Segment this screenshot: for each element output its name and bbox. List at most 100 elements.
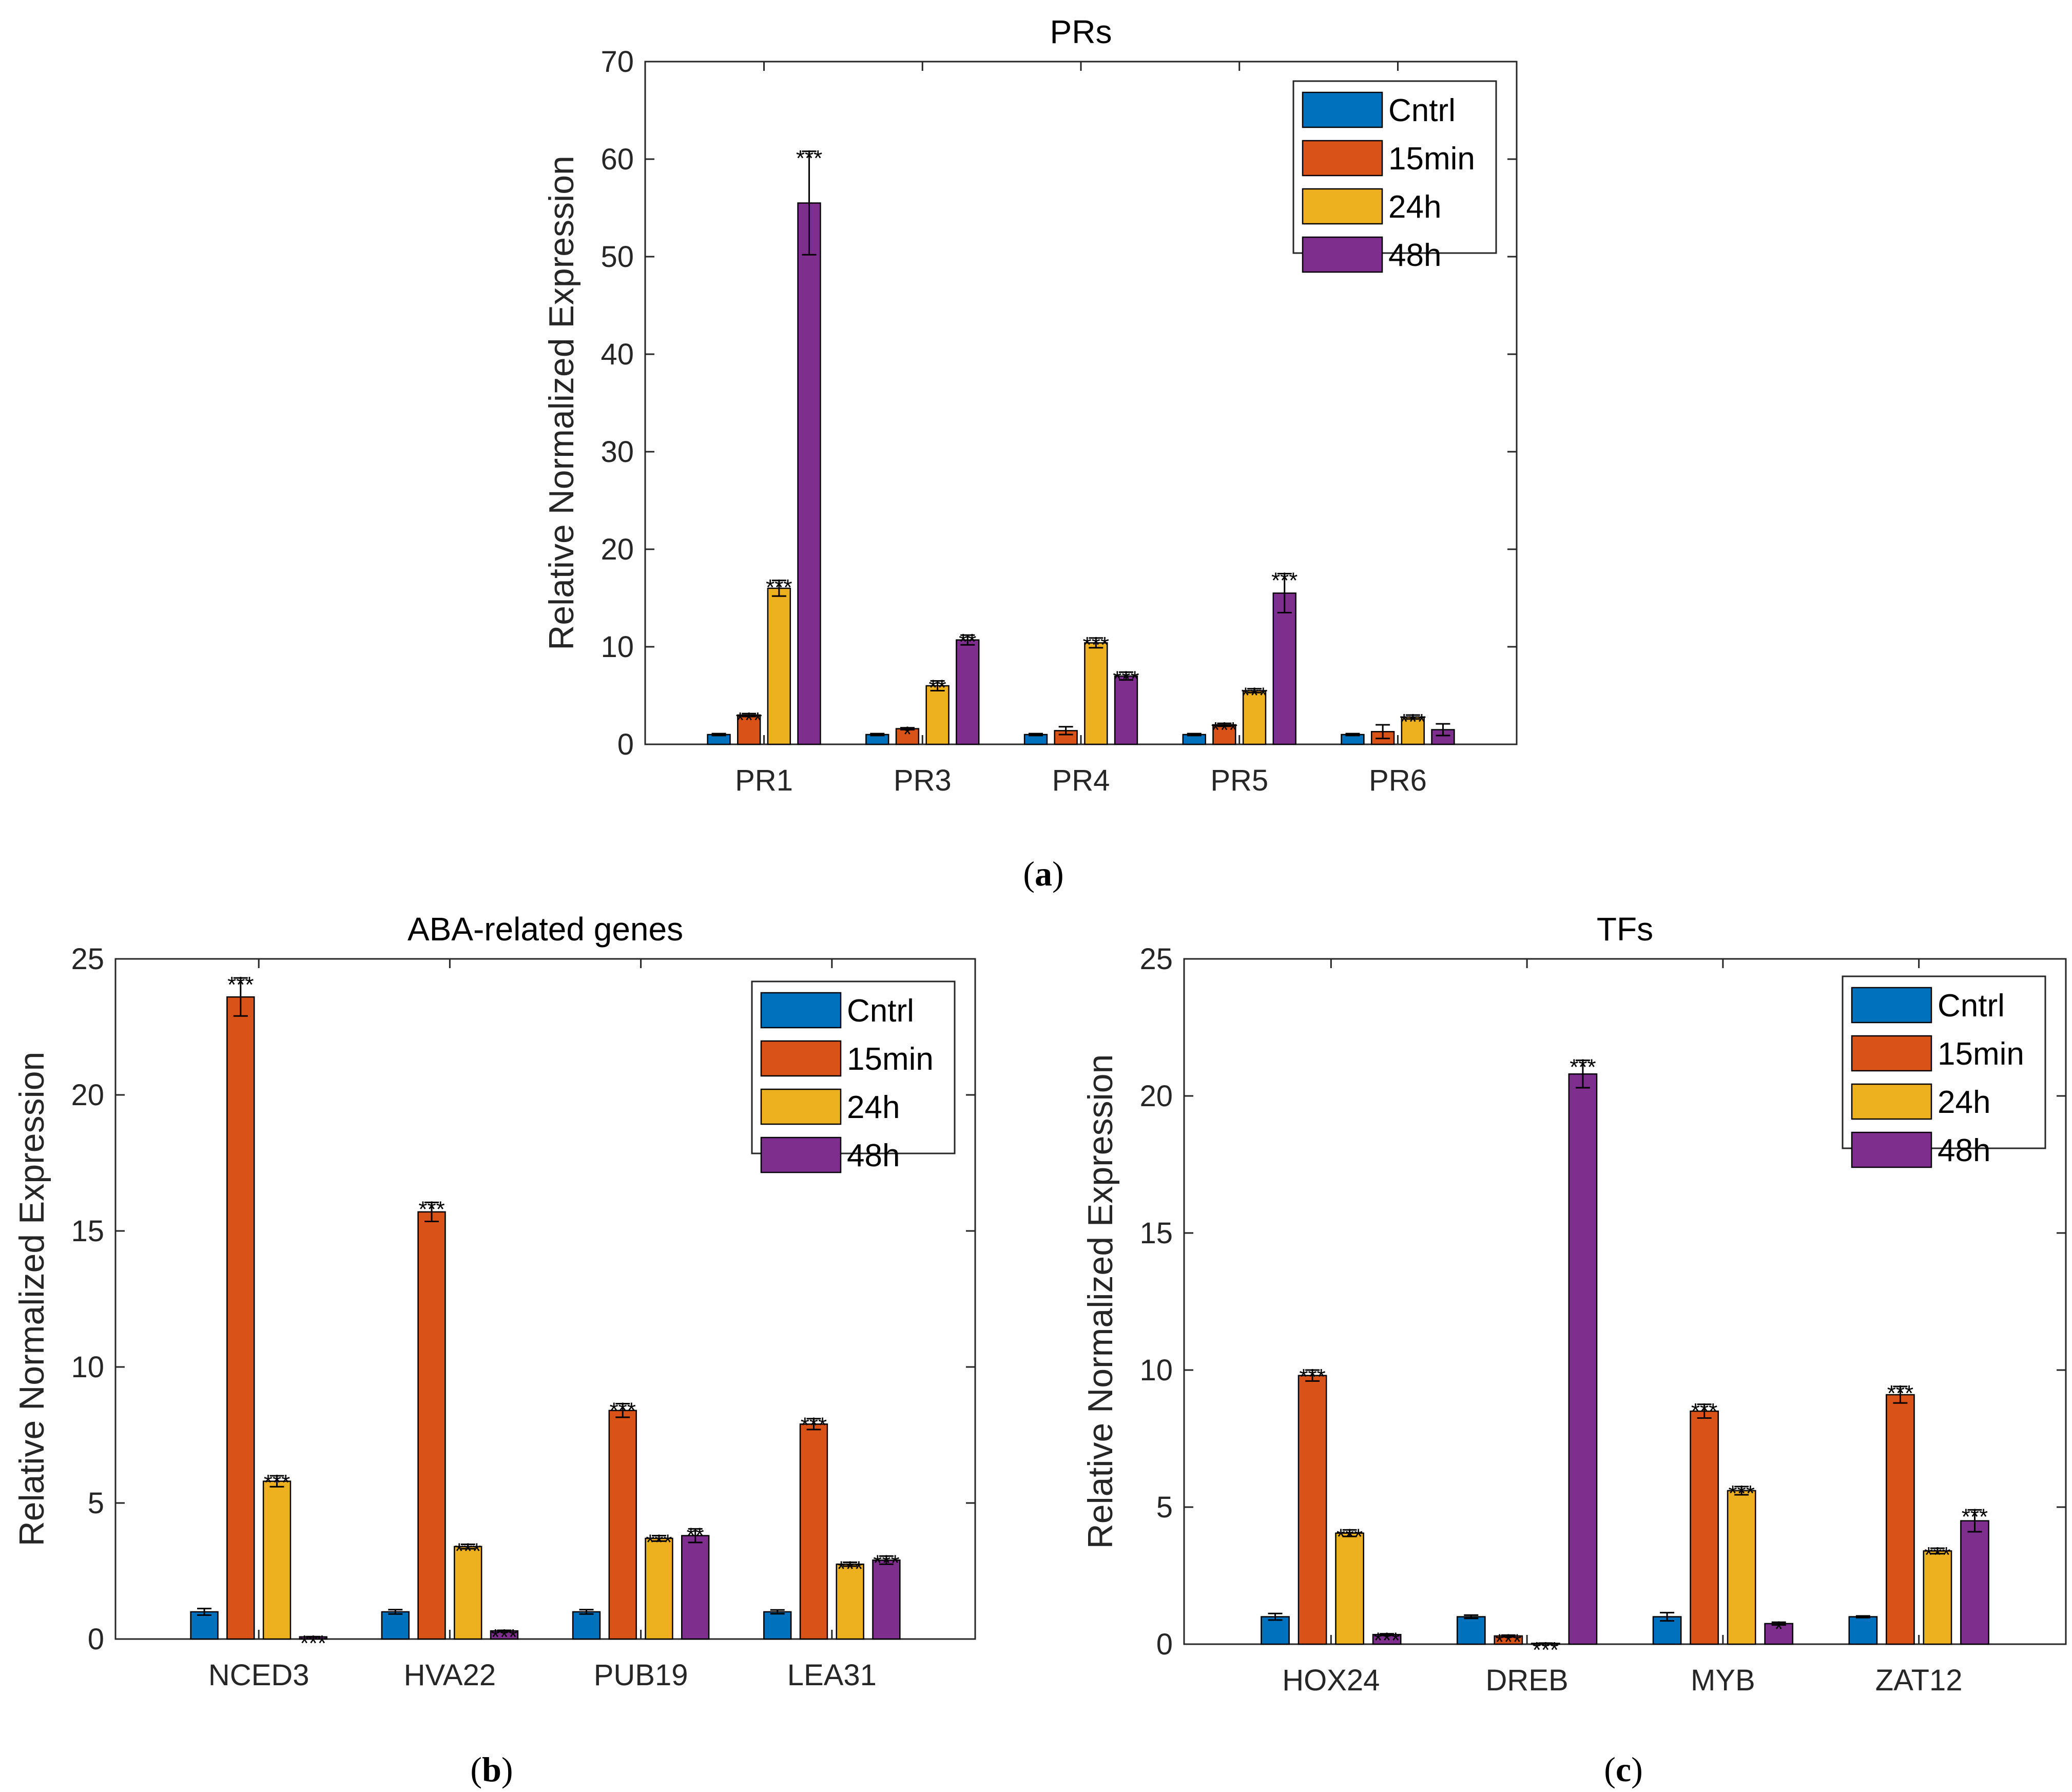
y-tick-label: 15: [1139, 1217, 1173, 1250]
legend-swatch-48h: [1851, 1131, 1932, 1168]
bar-48h: [1114, 675, 1138, 745]
bar-Cntrl: [763, 1611, 792, 1640]
legend-label-24h: 24h: [1938, 1085, 1990, 1120]
x-tick-label: HOX24: [1282, 1664, 1380, 1697]
legend-label-24h: 24h: [1388, 189, 1441, 225]
legend-swatch-24h: [760, 1088, 842, 1125]
y-tick-label: 10: [601, 630, 634, 664]
significance-label: ***: [796, 146, 822, 171]
bar-15min: [1298, 1375, 1327, 1645]
significance-label: **: [959, 629, 976, 654]
chart-panel-c: 0 5 10 15 20 25 Relative Normalized Expression…: [1081, 911, 2067, 1789]
y-tick-label: 10: [71, 1351, 104, 1384]
significance-label: ***: [736, 708, 762, 733]
x-tick-label: PR6: [1369, 764, 1427, 797]
bar-24h: [645, 1537, 673, 1640]
legend-label-24h: 24h: [847, 1090, 900, 1125]
significance-label: ***: [1241, 683, 1267, 708]
significance-label: ***: [1691, 1399, 1717, 1424]
panel-label: (c): [1604, 1750, 1643, 1789]
bar-24h: [1923, 1550, 1952, 1645]
legend: Cntrl 15min 24h 48h: [751, 980, 956, 1173]
y-tick-label: 25: [1139, 942, 1173, 976]
y-axis-title: Relative Normalized Expression: [542, 156, 581, 650]
bar-48h: [1568, 1073, 1598, 1645]
bar-Cntrl: [381, 1611, 410, 1640]
y-axis-title: Relative Normalized Expression: [1081, 1054, 1120, 1549]
significance-label: ***: [1271, 568, 1298, 593]
significance-label: ***: [1373, 1628, 1400, 1653]
legend-swatch-15min: [1302, 140, 1383, 177]
chart-panel-b: 0 5 10 15 20 25 Relative Normalized Expression…: [12, 911, 976, 1789]
legend-swatch-Cntrl: [1851, 987, 1932, 1024]
legend: Cntrl 15min 24h 48h: [1292, 80, 1497, 273]
chart-panel-a: 0 10 20 30 40 50 60 70 Relative Normalized Expre…: [542, 13, 1518, 893]
y-axis-title: Relative Normalized Expression: [12, 1052, 51, 1547]
significance-label: ***: [300, 1631, 326, 1656]
legend-label-Cntrl: Cntrl: [1938, 988, 2005, 1024]
significance-label: ***: [766, 575, 792, 600]
bar-48h: [797, 202, 821, 745]
y-tick-label: 20: [601, 533, 634, 566]
significance-label: ***: [227, 972, 254, 997]
legend-label-48h: 48h: [1388, 238, 1441, 273]
chart-title: TFs: [1597, 911, 1653, 948]
y-tick-label: 25: [71, 942, 104, 976]
legend-swatch-24h: [1851, 1083, 1932, 1120]
y-tick-label: 5: [1156, 1491, 1173, 1524]
bar-24h: [1335, 1532, 1364, 1645]
legend-swatch-15min: [760, 1040, 842, 1077]
legend-label-Cntrl: Cntrl: [847, 993, 914, 1029]
legend-swatch-Cntrl: [1302, 91, 1383, 128]
legend-label-15min: 15min: [847, 1042, 934, 1077]
significance-label: ***: [1924, 1543, 1950, 1568]
y-tick-label: 70: [601, 45, 634, 79]
bar-15min: [1886, 1394, 1915, 1645]
significance-label: ***: [1495, 1629, 1521, 1654]
legend-label-15min: 15min: [1938, 1036, 2024, 1072]
y-tick-label: 10: [1139, 1354, 1173, 1387]
legend-swatch-48h: [1302, 236, 1383, 273]
significance-label: ***: [1887, 1381, 1913, 1406]
significance-label: ***: [1337, 1524, 1363, 1549]
significance-label: ***: [1083, 632, 1109, 658]
bar-24h: [1242, 690, 1267, 745]
bar-15min: [799, 1423, 828, 1640]
significance-label: ***: [646, 1530, 672, 1555]
significance-label: ***: [1533, 1637, 1559, 1663]
y-tick-label: 40: [601, 338, 634, 371]
legend-swatch-48h: [760, 1136, 842, 1173]
significance-label: ***: [491, 1625, 517, 1650]
legend-swatch-15min: [1851, 1035, 1932, 1072]
legend-label-Cntrl: Cntrl: [1388, 93, 1456, 128]
bar-Cntrl: [190, 1611, 219, 1640]
x-tick-label: MYB: [1691, 1664, 1755, 1697]
bar-15min: [1690, 1410, 1719, 1645]
bar-48h: [872, 1559, 901, 1640]
bar-15min: [417, 1211, 446, 1640]
x-tick-label: NCED3: [208, 1659, 309, 1692]
bar-Cntrl: [1456, 1616, 1486, 1645]
significance-label: ***: [1299, 1364, 1325, 1390]
bar-48h: [681, 1535, 710, 1640]
bar-24h: [1727, 1490, 1756, 1645]
significance-label: ***: [873, 1550, 899, 1575]
significance-label: **: [687, 1523, 704, 1548]
y-tick-label: 20: [71, 1078, 104, 1112]
x-tick-label: PR3: [894, 764, 952, 797]
x-tick-label: PR4: [1052, 764, 1110, 797]
significance-label: ***: [1570, 1055, 1596, 1080]
significance-label: ***: [610, 1398, 636, 1423]
significance-label: ***: [1211, 718, 1237, 743]
x-tick-label: HVA22: [404, 1659, 496, 1692]
significance-label: ***: [1962, 1504, 1988, 1529]
bar-24h: [1084, 642, 1108, 745]
bar-Cntrl: [1848, 1616, 1878, 1645]
x-tick-label: PR5: [1210, 764, 1268, 797]
y-tick-label: 5: [88, 1487, 104, 1520]
x-tick-label: DREB: [1486, 1664, 1568, 1697]
bar-48h: [1960, 1520, 1989, 1645]
significance-label: ***: [418, 1197, 444, 1222]
bar-15min: [226, 996, 255, 1640]
